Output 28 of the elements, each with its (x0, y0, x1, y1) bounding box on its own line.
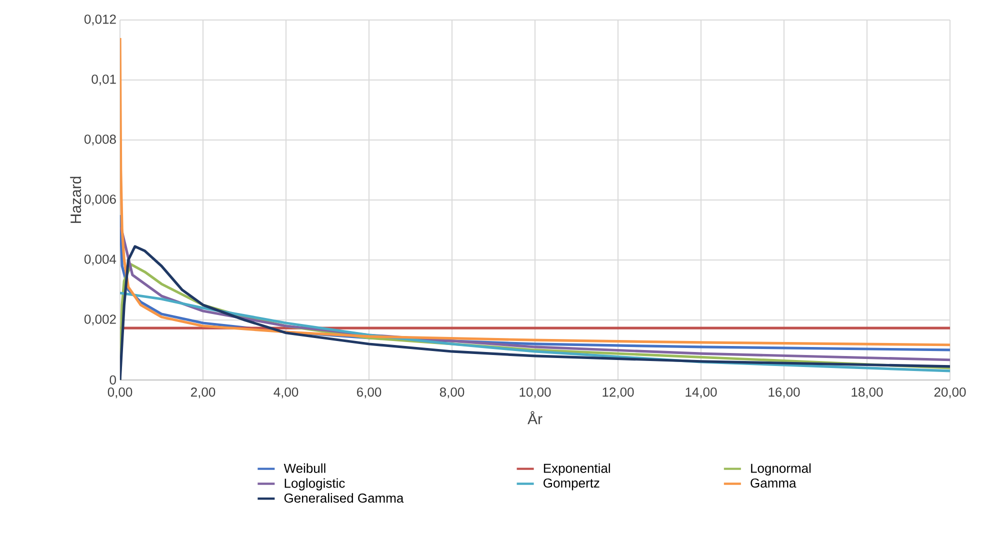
legend-label: Loglogistic (284, 478, 345, 490)
legend-label: Gamma (750, 478, 796, 488)
x-tick-label: 12,00 (602, 388, 634, 398)
legend-label: Lognormal (751, 463, 811, 476)
y-tick-label: 0,004 (84, 254, 116, 266)
y-tick-label: 0,006 (84, 194, 116, 206)
x-axis-title: År (528, 411, 542, 424)
x-tick-label: 4,00 (274, 388, 298, 398)
x-tick-label: 18,00 (852, 388, 883, 398)
legend-label: Weibull (284, 463, 326, 473)
legend-label: Exponential (544, 463, 610, 476)
y-tick-label: 0,008 (84, 134, 116, 146)
y-tick-label: 0,002 (84, 314, 116, 326)
x-tick-label: 0,00 (108, 388, 132, 398)
x-tick-label: 6,00 (357, 388, 382, 398)
line-series (120, 36, 950, 346)
x-tick-label: 16,00 (768, 388, 800, 398)
x-tick-label: 2,00 (191, 388, 216, 398)
x-tick-label: 14,00 (686, 388, 717, 398)
legend-label: Generalised Gamma (284, 493, 404, 503)
x-tick-label: 20,00 (934, 388, 966, 398)
x-tick-label: 10,00 (520, 388, 551, 398)
x-tick-label: 8,00 (440, 388, 464, 398)
y-tick-label: 0 (110, 375, 116, 385)
y-tick-label: 0,012 (84, 14, 116, 26)
legend-label: Gompertz (544, 478, 600, 490)
y-tick-label: 0,01 (92, 74, 116, 86)
y-axis-title: Hazard (70, 176, 82, 223)
